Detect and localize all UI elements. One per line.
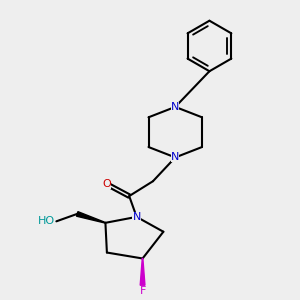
Text: N: N [171,102,179,112]
Text: F: F [140,286,146,296]
Polygon shape [76,212,106,223]
Text: N: N [132,212,141,222]
Text: HO: HO [38,216,55,226]
Text: N: N [171,152,179,162]
Polygon shape [140,259,145,285]
Text: O: O [103,179,111,189]
